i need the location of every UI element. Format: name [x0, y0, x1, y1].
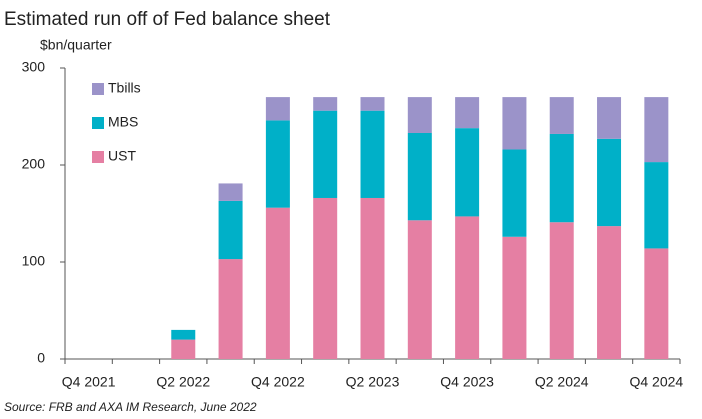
bar-segment: [502, 149, 527, 237]
bar-segment: [313, 97, 338, 111]
bar-segment: [644, 162, 669, 249]
x-tick-label: Q4 2023: [440, 374, 494, 390]
y-tick-label: 300: [22, 59, 46, 75]
legend-swatch: [92, 117, 104, 129]
y-tick-label: 200: [22, 156, 46, 172]
bar-segment: [313, 110, 338, 198]
x-tick-label: Q4 2022: [251, 374, 305, 390]
bar-segment: [218, 183, 243, 201]
bar-segment: [171, 339, 196, 359]
bar-segment: [407, 132, 432, 221]
bar-segment: [218, 259, 243, 359]
bar-segment: [407, 220, 432, 359]
x-tick-label: Q2 2022: [156, 374, 210, 390]
bar-segment: [360, 97, 385, 111]
x-tick-label: Q2 2023: [346, 374, 400, 390]
x-tick-label: Q4 2021: [62, 374, 116, 390]
y-tick-label: 100: [22, 253, 46, 269]
bar-segment: [218, 200, 243, 260]
bar-segment: [455, 216, 480, 359]
bar-segment: [597, 138, 622, 227]
legend-label: UST: [108, 148, 136, 164]
legend-label: Tbills: [108, 80, 141, 96]
bar-segment: [597, 226, 622, 359]
bar-segment: [360, 110, 385, 198]
bar-segment: [360, 197, 385, 359]
legend-swatch: [92, 83, 104, 95]
bar-segment: [407, 97, 432, 133]
bar-segment: [549, 222, 574, 359]
bar-segment: [313, 197, 338, 359]
bar-segment: [644, 97, 669, 163]
bar-segment: [265, 207, 290, 359]
y-axis-label: $bn/quarter: [40, 37, 112, 53]
bar-segment: [549, 133, 574, 223]
bar-segment: [502, 236, 527, 359]
legend-swatch: [92, 151, 104, 163]
bar-segment: [455, 97, 480, 129]
y-tick-label: 0: [37, 350, 45, 366]
bar-segment: [644, 248, 669, 359]
x-tick-label: Q4 2024: [629, 374, 683, 390]
bar-segment: [597, 97, 622, 139]
x-tick-label: Q2 2024: [535, 374, 589, 390]
bar-segment: [502, 97, 527, 150]
bar-segment: [549, 97, 574, 134]
bar-segment: [265, 120, 290, 208]
chart-title: Estimated run off of Fed balance sheet: [4, 9, 331, 30]
bar-segment: [455, 128, 480, 217]
legend-label: MBS: [108, 114, 138, 130]
bar-segment: [265, 97, 290, 121]
bar-segment: [171, 329, 196, 340]
source: Source: FRB and AXA IM Research, June 20…: [4, 400, 257, 414]
